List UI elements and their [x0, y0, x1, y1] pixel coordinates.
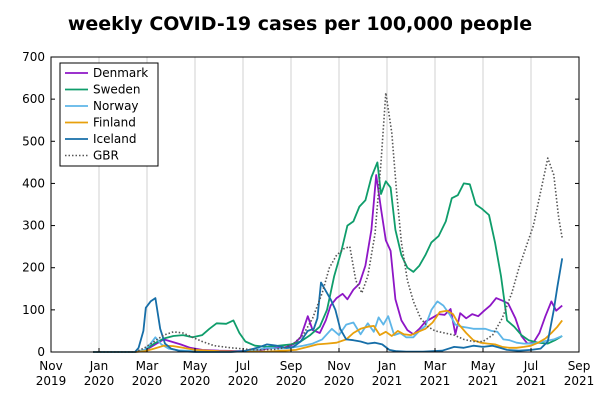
x-tick-label-month: Sep — [280, 359, 303, 373]
series-line-gbr — [93, 92, 563, 353]
x-tick-label-year: 2021 — [468, 374, 499, 388]
legend-label-finland: Finland — [93, 116, 136, 130]
legend: Denmark Sweden Norway Finland Iceland GBR — [59, 62, 159, 167]
x-tick-label-month: Nov — [39, 359, 62, 373]
x-tick-label-year: 2021 — [420, 374, 451, 388]
x-tick-label-month: May — [183, 359, 208, 373]
y-tick-label: 700 — [22, 50, 45, 64]
x-tick-label-month: Jul — [523, 359, 538, 373]
x-tick-label-month: Nov — [327, 359, 350, 373]
legend-label-norway: Norway — [93, 99, 139, 113]
y-tick-label: 600 — [22, 92, 45, 106]
y-tick-label: 400 — [22, 176, 45, 190]
x-tick-label-month: Jul — [235, 359, 250, 373]
axis-ticks: Nov2019Jan2020Mar2020May2020Jul2020Sep20… — [22, 50, 594, 388]
x-tick-label-year: 2021 — [372, 374, 403, 388]
x-tick-label-year: 2020 — [276, 374, 307, 388]
chart-title: weekly COVID-19 cases per 100,000 people — [68, 13, 532, 35]
plot-frame — [50, 56, 580, 353]
y-tick-label: 200 — [22, 261, 45, 275]
series-line-sweden — [93, 161, 563, 353]
x-tick-label-month: Mar — [424, 359, 447, 373]
x-tick-label-year: 2020 — [132, 374, 163, 388]
x-tick-label-year: 2020 — [324, 374, 355, 388]
x-tick-label-year: 2021 — [564, 374, 595, 388]
x-tick-label-year: 2020 — [84, 374, 115, 388]
legend-label-gbr: GBR — [93, 149, 119, 163]
legend-label-sweden: Sweden — [93, 83, 140, 97]
x-gridlines — [98, 57, 532, 352]
x-tick-label-month: Jan — [89, 359, 109, 373]
y-tick-label: 100 — [22, 303, 45, 317]
x-tick-label-year: 2019 — [36, 374, 67, 388]
x-tick-label-year: 2020 — [180, 374, 211, 388]
series-line-iceland — [93, 258, 564, 353]
x-tick-label-year: 2021 — [516, 374, 547, 388]
legend-label-iceland: Iceland — [93, 132, 136, 146]
x-tick-label-year: 2020 — [228, 374, 259, 388]
series-line-denmark — [93, 174, 563, 353]
y-tick-label: 300 — [22, 219, 45, 233]
legend-label-denmark: Denmark — [93, 66, 148, 80]
x-tick-label-month: Sep — [568, 359, 591, 373]
x-tick-label-month: Jan — [377, 359, 397, 373]
series-lines — [93, 92, 564, 353]
y-tick-label: 0 — [37, 345, 45, 359]
legend-box — [59, 62, 159, 167]
x-tick-label-month: May — [471, 359, 496, 373]
y-tick-label: 500 — [22, 134, 45, 148]
x-tick-label-month: Mar — [136, 359, 159, 373]
